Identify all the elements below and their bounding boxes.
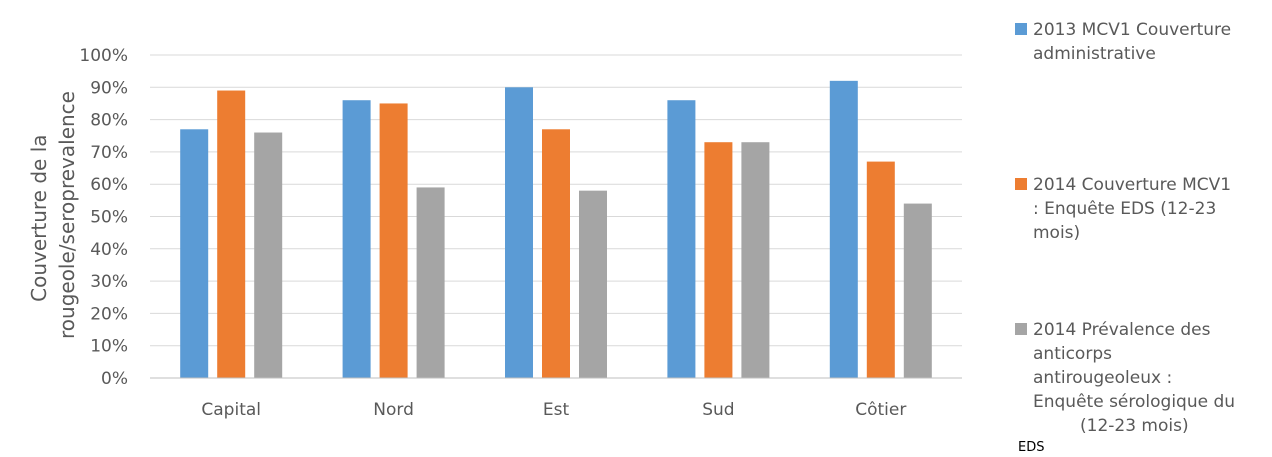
y-tick-label: 50% [90, 208, 128, 228]
bar-nord-series-2 [379, 103, 408, 378]
legend-label-line: anticorps [1033, 344, 1112, 364]
bar-c-tier-series-1 [829, 80, 858, 378]
legend-label-line: 2014 Couverture MCV1 [1033, 175, 1232, 195]
x-axis-categories: Capital Nord Est Sud Côtier [201, 400, 906, 420]
y-axis-label-line-2: rougeole/seroprevalence [55, 91, 79, 339]
legend-label-line: Enquête sérologique du [1033, 392, 1236, 412]
bar-chart: 0% 10% 20% 30% 40% 50% 60% 70% 80% 90% 100% Capita… [27, 46, 962, 420]
y-tick-label: 70% [90, 143, 128, 163]
y-tick-label: 80% [90, 111, 128, 131]
legend-note: EDS [1018, 440, 1045, 455]
legend-label: 2014 Prévalence des anticorps antirougeo… [1033, 318, 1271, 438]
bar-c-tier-series-3 [903, 203, 932, 378]
x-category-label: Capital [201, 400, 261, 420]
bars [180, 80, 932, 379]
bar-est-series-1 [505, 87, 533, 379]
legend-swatch [1015, 323, 1027, 335]
y-tick-label: 60% [90, 175, 128, 195]
bar-nord-series-3 [416, 187, 445, 378]
x-category-label: Nord [373, 400, 414, 420]
legend-swatch [1015, 23, 1027, 35]
y-tick-label: 90% [90, 78, 128, 98]
legend-swatch [1015, 178, 1027, 190]
x-category-label: Sud [702, 400, 734, 420]
legend-label-line: (12-23 mois) [1080, 416, 1189, 436]
bar-capital-series-3 [254, 132, 283, 378]
y-axis-label: Couverture de la rougeole/seroprevalence [27, 91, 79, 339]
y-tick-label: 30% [90, 272, 128, 292]
legend-label-line: 2013 MCV1 Couverture [1033, 20, 1232, 40]
legend-label-line: : Enquête EDS (12-23 [1033, 199, 1217, 219]
legend: 2013 MCV1 Couverture administrative 2014… [1015, 0, 1272, 457]
legend-label-line: antirougeoleux : [1033, 368, 1173, 388]
y-tick-label: 10% [90, 337, 128, 357]
bar-sud-series-1 [667, 100, 696, 378]
legend-label: 2013 MCV1 Couverture administrative [1033, 18, 1271, 66]
bar-capital-series-2 [217, 90, 246, 378]
bar-c-tier-series-2 [866, 161, 895, 378]
legend-label-line: administrative [1033, 44, 1156, 64]
bar-est-series-2 [542, 129, 570, 378]
y-axis-ticks: 0% 10% 20% 30% 40% 50% 60% 70% 80% 90% 100% [79, 46, 128, 389]
legend-label-line: mois) [1033, 223, 1081, 243]
bar-nord-series-1 [342, 100, 371, 378]
y-axis-label-line-1: Couverture de la [27, 134, 51, 301]
y-tick-label: 0% [101, 369, 128, 389]
legend-label: 2014 Couverture MCV1 : Enquête EDS (12-2… [1033, 173, 1271, 245]
legend-label-line: 2014 Prévalence des [1033, 320, 1211, 340]
y-tick-label: 40% [90, 240, 128, 260]
bar-sud-series-2 [704, 142, 733, 378]
bar-est-series-3 [579, 190, 607, 378]
y-tick-label: 100% [79, 46, 128, 66]
x-category-label: Est [543, 400, 570, 420]
y-tick-label: 20% [90, 304, 128, 324]
x-category-label: Côtier [855, 400, 906, 420]
bar-sud-series-3 [741, 142, 770, 378]
bar-capital-series-1 [180, 129, 209, 378]
